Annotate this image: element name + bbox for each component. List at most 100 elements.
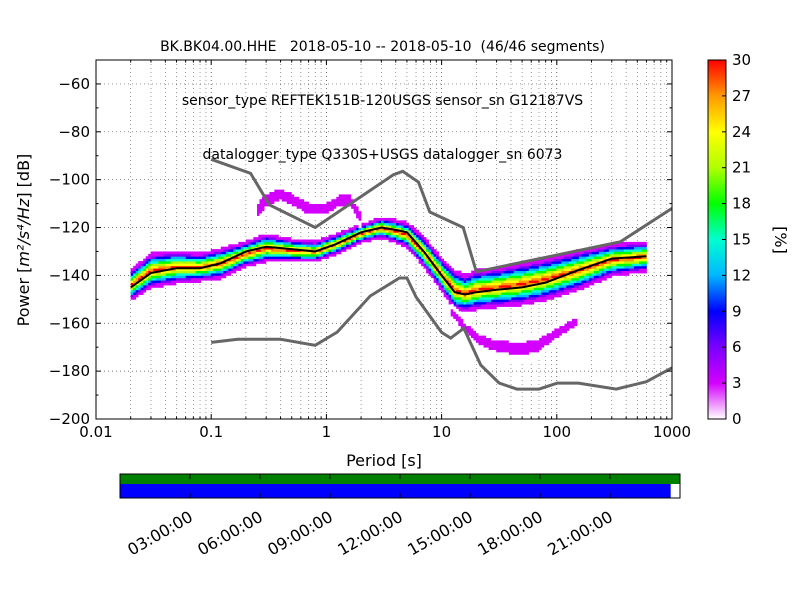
histogram-cell	[180, 258, 184, 262]
histogram-cell	[551, 323, 555, 327]
histogram-cell	[626, 244, 630, 248]
histogram-cell	[286, 205, 290, 209]
histogram-cell	[320, 241, 324, 245]
histogram-cell	[253, 261, 257, 264]
histogram-cell	[511, 282, 515, 286]
histogram-cell	[291, 194, 295, 197]
histogram-cell	[603, 265, 607, 269]
histogram-cell	[548, 292, 552, 295]
histogram-cell	[223, 258, 227, 262]
histogram-cell	[328, 208, 332, 212]
histogram-cell	[636, 258, 640, 262]
histogram-cell	[150, 265, 154, 269]
histogram-cell	[524, 342, 527, 346]
histogram-cell	[316, 210, 320, 214]
histogram-cell	[381, 225, 384, 228]
histogram-cell	[316, 201, 320, 204]
histogram-cell	[316, 213, 320, 216]
histogram-cell	[340, 237, 344, 240]
histogram-cell	[443, 265, 447, 269]
histogram-cell	[501, 275, 505, 279]
histogram-cell	[626, 265, 630, 269]
histogram-cell	[240, 241, 244, 245]
histogram-cell	[518, 292, 522, 295]
histogram-cell	[465, 320, 469, 324]
histogram-cell	[361, 227, 364, 231]
histogram-cell	[428, 268, 432, 272]
histogram-cell	[538, 280, 542, 283]
histogram-cell	[138, 277, 142, 281]
histogram-cell	[506, 356, 510, 360]
histogram-cell	[551, 342, 555, 346]
histogram-cell	[501, 296, 505, 300]
histogram-cell	[411, 225, 414, 228]
histogram-cell	[293, 246, 297, 250]
histogram-cell	[496, 273, 500, 276]
histogram-cell	[501, 270, 505, 274]
histogram-cell	[225, 251, 229, 255]
histogram-cell	[306, 210, 310, 214]
histogram-cell	[259, 213, 263, 216]
histogram-cell	[340, 241, 344, 245]
histogram-cell	[551, 284, 555, 288]
histogram-cell	[259, 201, 263, 204]
histogram-cell	[178, 280, 182, 283]
histogram-cell	[631, 268, 635, 272]
histogram-cell	[593, 256, 597, 260]
histogram-cell	[213, 249, 217, 252]
histogram-cell	[533, 284, 537, 288]
histogram-cell	[269, 194, 273, 197]
histogram-cell	[486, 330, 490, 334]
histogram-cell	[641, 258, 645, 262]
histogram-cell	[286, 186, 290, 190]
histogram-cell	[636, 263, 640, 267]
histogram-cell	[183, 280, 187, 283]
histogram-cell	[531, 268, 535, 272]
histogram-cell	[466, 296, 470, 300]
histogram-cell	[274, 189, 278, 193]
histogram-cell	[257, 203, 260, 207]
histogram-cell	[643, 241, 647, 245]
histogram-cell	[283, 258, 287, 262]
histogram-cell	[245, 253, 249, 257]
histogram-cell	[336, 191, 340, 195]
histogram-cell	[556, 325, 560, 329]
histogram-cell	[279, 196, 283, 200]
histogram-cell	[503, 268, 507, 272]
histogram-cell	[391, 239, 394, 243]
histogram-cell	[261, 210, 265, 214]
histogram-cell	[173, 253, 177, 257]
histogram-cell	[578, 280, 582, 283]
histogram-cell	[265, 237, 269, 240]
histogram-cell	[423, 265, 427, 269]
histogram-cell	[195, 273, 199, 276]
histogram-cell	[451, 280, 455, 283]
histogram-cell	[571, 287, 575, 291]
histogram-cell	[608, 244, 612, 248]
histogram-cell	[531, 354, 535, 358]
histogram-cell	[521, 301, 525, 305]
histogram-cell	[493, 301, 497, 305]
histogram-cell	[383, 234, 387, 238]
histogram-cell	[240, 253, 244, 257]
histogram-cell	[240, 258, 244, 262]
histogram-cell	[518, 340, 522, 343]
histogram-cell	[223, 270, 227, 274]
histogram-cell	[451, 270, 455, 274]
histogram-cell	[274, 194, 278, 197]
histogram-cell	[326, 196, 330, 200]
histogram-cell	[541, 268, 545, 272]
histogram-cell	[283, 244, 287, 248]
histogram-cell	[381, 232, 384, 236]
histogram-cell	[518, 344, 522, 348]
histogram-cell	[353, 239, 357, 243]
histogram-cell	[343, 249, 347, 252]
histogram-cell	[431, 265, 435, 269]
histogram-cell	[421, 241, 425, 245]
histogram-cell	[523, 296, 527, 300]
histogram-cell	[243, 246, 247, 250]
histogram-cell	[631, 249, 635, 252]
histogram-cell	[273, 256, 277, 260]
histogram-cell	[289, 205, 293, 209]
histogram-cell	[436, 275, 440, 279]
